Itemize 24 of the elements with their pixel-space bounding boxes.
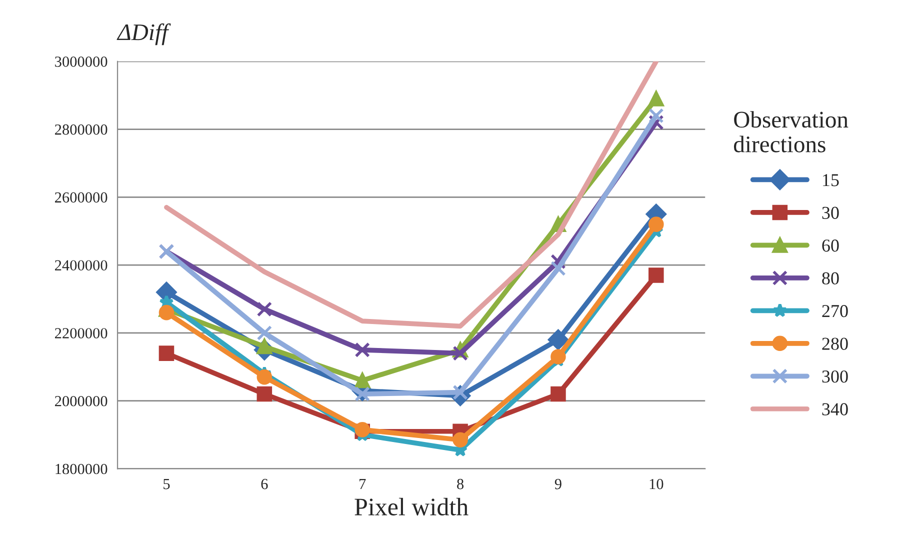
x-axis-title: Pixel width: [354, 498, 468, 516]
legend-label: 60: [822, 240, 839, 252]
y-tick-label: 1800000: [56, 464, 108, 474]
y-tick-label: 2800000: [54, 124, 108, 135]
legend-label: 80: [822, 272, 839, 284]
y-tick-label: 2600000: [54, 192, 108, 203]
legend-title: Observation directions: [734, 111, 848, 152]
legend-label: 340: [822, 403, 848, 416]
y-tick-label: 2200000: [54, 328, 108, 338]
x-tick-label: 7: [360, 479, 366, 490]
legend-label: 30: [822, 206, 839, 219]
x-tick-label: 9: [554, 478, 562, 490]
legend-label: 300: [822, 370, 848, 383]
y-tick-label: 2000000: [54, 396, 108, 406]
y-axis-title: ΔDiff: [116, 23, 171, 46]
legend-label: 280: [822, 338, 848, 350]
legend-label: 270: [822, 304, 848, 318]
x-tick-label: 5: [164, 479, 170, 490]
x-tick-label: 8: [457, 478, 464, 490]
y-tick-label: 2400000: [54, 260, 108, 270]
x-tick-label: 6: [261, 478, 268, 490]
y-tick-label: 3000000: [55, 56, 108, 67]
x-tick-label: 10: [650, 478, 664, 490]
legend-label: 15: [823, 174, 839, 186]
